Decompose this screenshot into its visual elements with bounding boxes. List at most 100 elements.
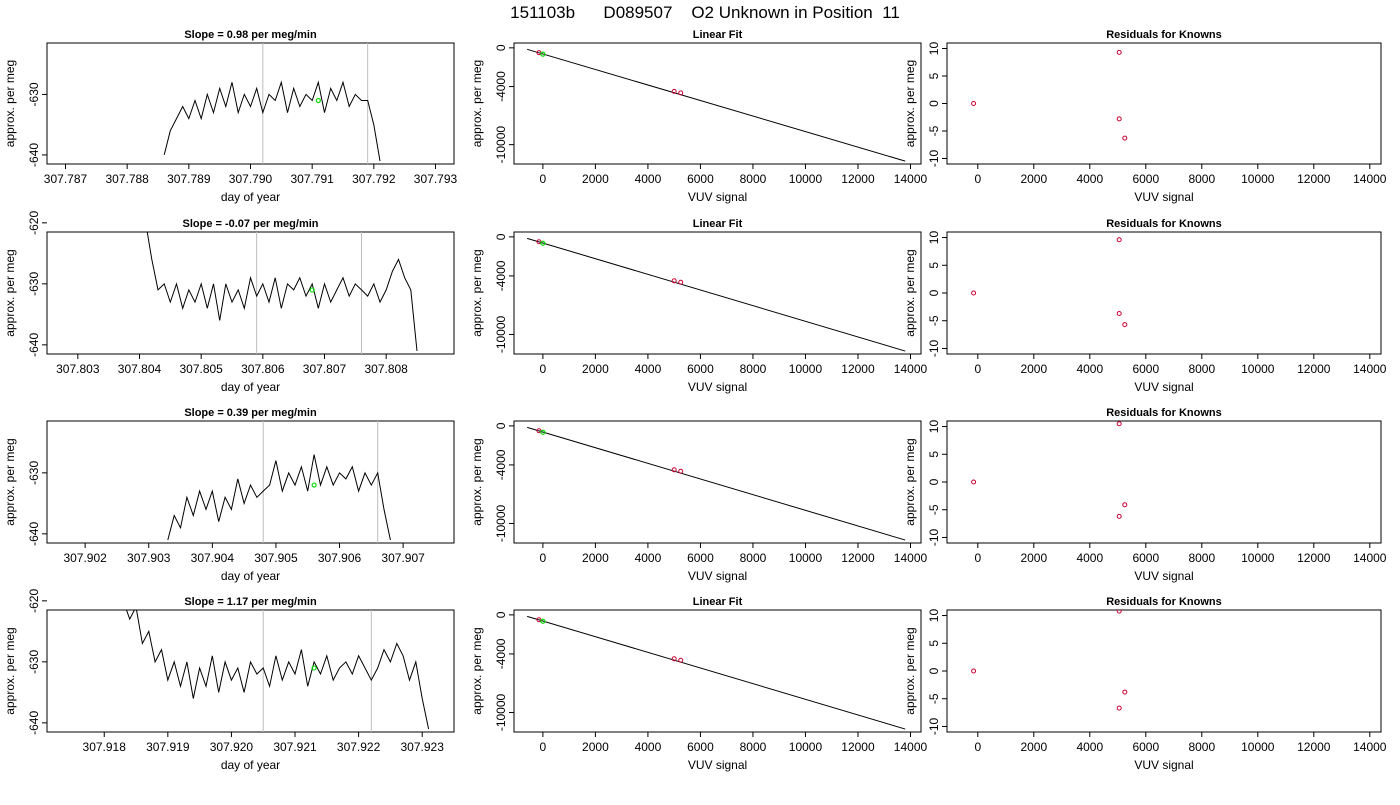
y-tick-label: 0: [494, 611, 508, 618]
x-tick-label: 307.905: [254, 551, 298, 565]
x-tick-label: 10000: [789, 551, 823, 565]
x-tick-label: 8000: [740, 172, 767, 186]
panel-title: Linear Fit: [693, 29, 743, 41]
x-tick-label: 14000: [1353, 740, 1387, 754]
x-axis-label: day of year: [221, 758, 280, 772]
known-point: [1116, 513, 1122, 519]
mean-marker: [315, 97, 321, 104]
y-tick-label: -620: [27, 589, 41, 613]
x-tick-label: 6000: [1132, 362, 1159, 376]
x-tick-label: 0: [540, 172, 547, 186]
panel-title: Slope = 1.17 per meg/min: [184, 596, 317, 608]
fit-line: [526, 615, 906, 730]
y-tick-label: -10: [927, 717, 941, 735]
panel-title: Slope = 0.98 per meg/min: [184, 29, 317, 41]
known-point: [1122, 322, 1128, 328]
y-axis-label: approx. per meg: [3, 438, 17, 525]
x-tick-label: 307.788: [105, 172, 149, 186]
known-point: [678, 279, 684, 285]
known-point: [1116, 421, 1122, 427]
plot-area: [526, 237, 906, 352]
x-tick-label: 14000: [894, 551, 928, 565]
panel-trace-row-4: Slope = 1.17 per meg/min 307.918 307.919 30…: [3, 589, 455, 772]
unknown-point: [540, 618, 546, 624]
x-tick-label: 307.922: [337, 740, 381, 754]
panel-title: Residuals for Knowns: [1106, 407, 1222, 419]
x-tick-label: 307.806: [241, 362, 285, 376]
x-tick-label: 14000: [1353, 362, 1387, 376]
page-title: 151103b D089507 O2 Unknown in Position 1…: [510, 3, 900, 22]
y-axis-label: approx. per meg: [3, 60, 17, 147]
x-tick-label: 8000: [1188, 551, 1215, 565]
x-tick-label: 10000: [1241, 362, 1275, 376]
trace-line: [163, 80, 381, 162]
plot-area: [146, 232, 418, 354]
y-tick-label: -640: [27, 333, 41, 357]
trace-line: [167, 454, 391, 541]
plot-frame: [46, 42, 455, 165]
y-axis-label: approx. per meg: [470, 249, 484, 336]
known-point: [1116, 49, 1122, 55]
x-axis-label: VUV signal: [688, 380, 747, 394]
known-point: [971, 479, 977, 485]
panel-trace-row-2: Slope = -0.07 per meg/min 307.803 307.804 3…: [3, 211, 455, 394]
y-tick-label: 0: [927, 100, 941, 107]
x-tick-label: 307.902: [63, 551, 107, 565]
plot-area: [971, 49, 1128, 141]
x-tick-label: 4000: [1076, 172, 1103, 186]
x-tick-label: 2000: [1020, 551, 1047, 565]
x-tick-label: 0: [974, 172, 981, 186]
y-tick-label: -5: [927, 125, 941, 136]
panel-trace-row-3: Slope = 0.39 per meg/min 307.902 307.903 30…: [3, 407, 455, 583]
x-axis-label: day of year: [221, 190, 280, 204]
known-point: [671, 656, 677, 662]
y-axis-label: approx. per meg: [903, 249, 917, 336]
plot-frame: [513, 231, 922, 355]
x-tick-label: 6000: [687, 551, 714, 565]
y-tick-label: 5: [927, 640, 941, 647]
x-tick-label: 6000: [687, 740, 714, 754]
y-tick-label: -10000: [494, 693, 508, 731]
fit-line: [526, 48, 906, 162]
x-tick-label: 307.807: [303, 362, 347, 376]
known-point: [971, 668, 977, 674]
x-axis-label: day of year: [221, 380, 280, 394]
x-tick-label: 6000: [1132, 551, 1159, 565]
x-tick-label: 12000: [841, 740, 875, 754]
x-tick-label: 8000: [740, 740, 767, 754]
x-tick-label: 0: [540, 551, 547, 565]
y-tick-label: -630: [27, 650, 41, 674]
panel-title: Residuals for Knowns: [1106, 29, 1222, 41]
plot-frame: [46, 609, 455, 733]
x-tick-label: 14000: [894, 172, 928, 186]
x-tick-label: 307.793: [414, 172, 458, 186]
y-tick-label: -630: [27, 461, 41, 485]
x-tick-label: 2000: [1020, 362, 1047, 376]
x-tick-label: 10000: [789, 362, 823, 376]
x-tick-label: 307.907: [381, 551, 425, 565]
x-axis-label: day of year: [221, 569, 280, 583]
known-point: [1116, 116, 1122, 122]
x-tick-label: 12000: [1297, 172, 1331, 186]
x-tick-label: 10000: [1241, 172, 1275, 186]
known-point: [1116, 311, 1122, 317]
x-tick-label: 0: [974, 551, 981, 565]
x-tick-label: 4000: [1076, 551, 1103, 565]
known-point: [671, 88, 677, 94]
x-tick-label: 307.904: [191, 551, 235, 565]
x-tick-label: 307.787: [44, 172, 88, 186]
y-axis-label: approx. per meg: [470, 60, 484, 147]
plot-frame: [946, 609, 1382, 733]
plot-frame: [946, 420, 1382, 544]
known-point: [678, 90, 684, 96]
plot-area: [971, 237, 1128, 328]
y-tick-label: -10000: [494, 126, 508, 164]
y-tick-label: -630: [27, 82, 41, 106]
x-axis-label: VUV signal: [688, 190, 747, 204]
plot-frame: [513, 42, 922, 165]
y-tick-label: -640: [27, 711, 41, 735]
x-tick-label: 307.804: [118, 362, 162, 376]
y-tick-label: 0: [927, 289, 941, 296]
